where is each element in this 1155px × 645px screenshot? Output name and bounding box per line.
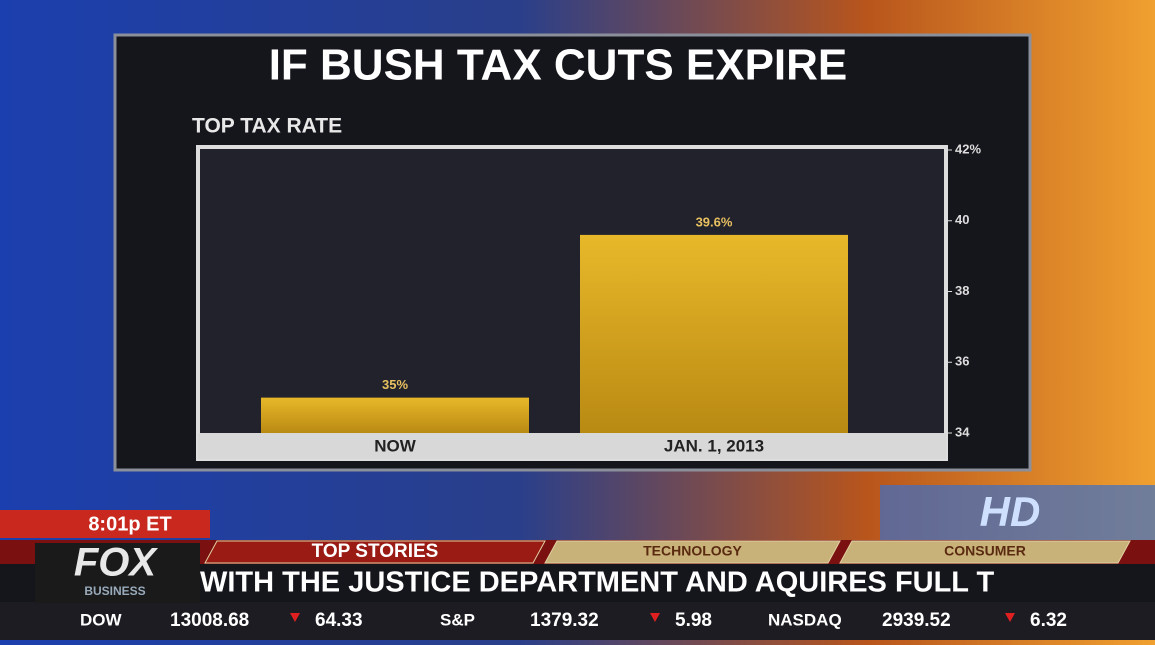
y-tick-label: 42%	[955, 141, 981, 156]
tab-label: CONSUMER	[944, 543, 1026, 559]
clock: 8:01p ET	[88, 513, 171, 535]
down-arrow	[290, 613, 300, 622]
stock-change: 6.32	[1030, 610, 1067, 631]
stock-name: S&P	[440, 610, 475, 629]
tab-label: TECHNOLOGY	[643, 543, 742, 559]
logo-sub: BUSINESS	[84, 584, 145, 598]
stock-name: DOW	[80, 610, 123, 629]
data-label: 35%	[382, 377, 408, 392]
category-strip	[198, 433, 946, 459]
x-tick-label: JAN. 1, 2013	[664, 436, 764, 455]
stock-change: 64.33	[315, 610, 363, 631]
down-arrow	[1005, 613, 1015, 622]
logo-name: FOX	[74, 541, 159, 585]
stock-name: NASDAQ	[768, 610, 842, 629]
tab-label: TOP STORIES	[312, 541, 439, 562]
clock-box	[0, 510, 210, 538]
stock-value: 1379.32	[530, 610, 599, 631]
tab	[204, 540, 546, 564]
stock-value: 2939.52	[882, 610, 951, 631]
chart-subtitle: TOP TAX RATE	[192, 115, 342, 138]
logo-box	[35, 543, 200, 603]
data-label: 39.6%	[696, 214, 733, 229]
hd-text: HD	[980, 488, 1041, 535]
stock-bar	[0, 602, 1155, 640]
tab	[544, 540, 841, 564]
crawl-text: WITH THE JUSTICE DEPARTMENT AND AQUIRES …	[200, 567, 995, 599]
y-tick-label: 38	[955, 283, 969, 298]
y-tick-label: 40	[955, 212, 969, 227]
down-arrow	[650, 613, 660, 622]
bar	[261, 397, 529, 433]
tab	[839, 540, 1131, 564]
bar	[580, 234, 848, 433]
hd-badge	[880, 485, 1155, 540]
y-tick-label: 34	[955, 424, 970, 439]
stock-value: 13008.68	[170, 610, 249, 631]
chart-title: IF BUSH TAX CUTS EXPIRE	[269, 41, 848, 90]
stock-change: 5.98	[675, 610, 712, 631]
x-tick-label: NOW	[374, 436, 417, 455]
y-tick-label: 36	[955, 354, 969, 369]
